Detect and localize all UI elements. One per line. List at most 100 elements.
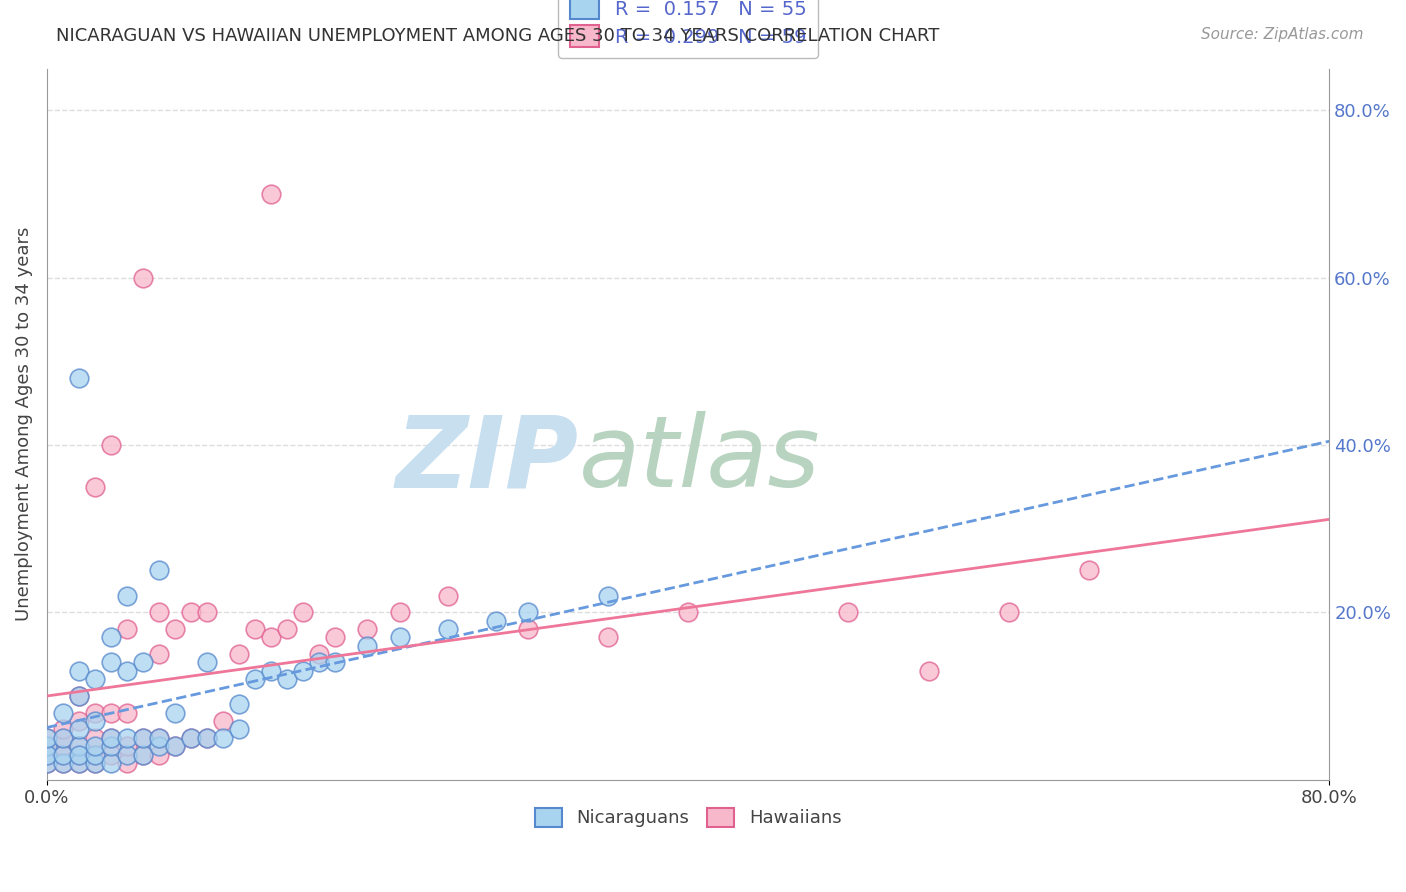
Point bbox=[132, 731, 155, 745]
Point bbox=[84, 731, 107, 745]
Point bbox=[260, 664, 283, 678]
Point bbox=[67, 747, 90, 762]
Point bbox=[132, 270, 155, 285]
Point bbox=[148, 647, 170, 661]
Point bbox=[52, 747, 75, 762]
Point bbox=[115, 706, 138, 720]
Point bbox=[325, 631, 347, 645]
Point bbox=[195, 656, 218, 670]
Point bbox=[100, 731, 122, 745]
Point bbox=[485, 614, 508, 628]
Point bbox=[35, 747, 58, 762]
Point bbox=[100, 631, 122, 645]
Point bbox=[132, 656, 155, 670]
Legend: Nicaraguans, Hawaiians: Nicaraguans, Hawaiians bbox=[527, 801, 849, 835]
Point bbox=[132, 731, 155, 745]
Text: atlas: atlas bbox=[579, 411, 821, 508]
Point bbox=[84, 480, 107, 494]
Point bbox=[84, 747, 107, 762]
Point bbox=[100, 706, 122, 720]
Point bbox=[837, 605, 859, 619]
Point bbox=[52, 731, 75, 745]
Point bbox=[115, 731, 138, 745]
Point bbox=[115, 664, 138, 678]
Point bbox=[325, 656, 347, 670]
Point bbox=[180, 731, 202, 745]
Point bbox=[67, 689, 90, 703]
Point bbox=[35, 731, 58, 745]
Point bbox=[100, 656, 122, 670]
Point bbox=[84, 672, 107, 686]
Point bbox=[35, 731, 58, 745]
Point bbox=[308, 647, 330, 661]
Point bbox=[148, 739, 170, 753]
Point bbox=[100, 756, 122, 770]
Point bbox=[52, 731, 75, 745]
Point bbox=[84, 756, 107, 770]
Point bbox=[195, 731, 218, 745]
Point bbox=[165, 706, 187, 720]
Point bbox=[388, 631, 411, 645]
Point bbox=[997, 605, 1019, 619]
Point bbox=[115, 739, 138, 753]
Point bbox=[165, 622, 187, 636]
Point bbox=[260, 631, 283, 645]
Text: Source: ZipAtlas.com: Source: ZipAtlas.com bbox=[1201, 27, 1364, 42]
Point bbox=[388, 605, 411, 619]
Point bbox=[292, 664, 315, 678]
Point bbox=[148, 747, 170, 762]
Point bbox=[84, 756, 107, 770]
Point bbox=[676, 605, 699, 619]
Point bbox=[148, 605, 170, 619]
Point bbox=[212, 714, 235, 728]
Point bbox=[67, 689, 90, 703]
Point bbox=[84, 706, 107, 720]
Point bbox=[195, 605, 218, 619]
Point bbox=[35, 739, 58, 753]
Y-axis label: Unemployment Among Ages 30 to 34 years: Unemployment Among Ages 30 to 34 years bbox=[15, 227, 32, 621]
Point bbox=[67, 739, 90, 753]
Point bbox=[115, 756, 138, 770]
Point bbox=[52, 756, 75, 770]
Point bbox=[228, 723, 250, 737]
Point bbox=[67, 739, 90, 753]
Point bbox=[100, 739, 122, 753]
Point bbox=[52, 756, 75, 770]
Point bbox=[100, 438, 122, 452]
Point bbox=[67, 664, 90, 678]
Point bbox=[516, 622, 538, 636]
Point bbox=[67, 723, 90, 737]
Point bbox=[35, 756, 58, 770]
Point bbox=[436, 622, 458, 636]
Point bbox=[35, 739, 58, 753]
Point bbox=[356, 622, 378, 636]
Point bbox=[195, 731, 218, 745]
Point bbox=[596, 589, 619, 603]
Point bbox=[596, 631, 619, 645]
Point bbox=[35, 756, 58, 770]
Point bbox=[52, 747, 75, 762]
Point bbox=[100, 731, 122, 745]
Point bbox=[67, 747, 90, 762]
Point bbox=[180, 605, 202, 619]
Point bbox=[228, 698, 250, 712]
Text: ZIP: ZIP bbox=[396, 411, 579, 508]
Point bbox=[84, 739, 107, 753]
Point bbox=[917, 664, 939, 678]
Point bbox=[84, 747, 107, 762]
Point bbox=[180, 731, 202, 745]
Point bbox=[308, 656, 330, 670]
Point bbox=[52, 739, 75, 753]
Point bbox=[1077, 564, 1099, 578]
Point bbox=[52, 723, 75, 737]
Point bbox=[245, 622, 267, 636]
Point bbox=[148, 731, 170, 745]
Point bbox=[115, 747, 138, 762]
Point bbox=[292, 605, 315, 619]
Point bbox=[67, 371, 90, 385]
Point bbox=[67, 756, 90, 770]
Point bbox=[516, 605, 538, 619]
Point bbox=[84, 714, 107, 728]
Point bbox=[132, 747, 155, 762]
Point bbox=[67, 756, 90, 770]
